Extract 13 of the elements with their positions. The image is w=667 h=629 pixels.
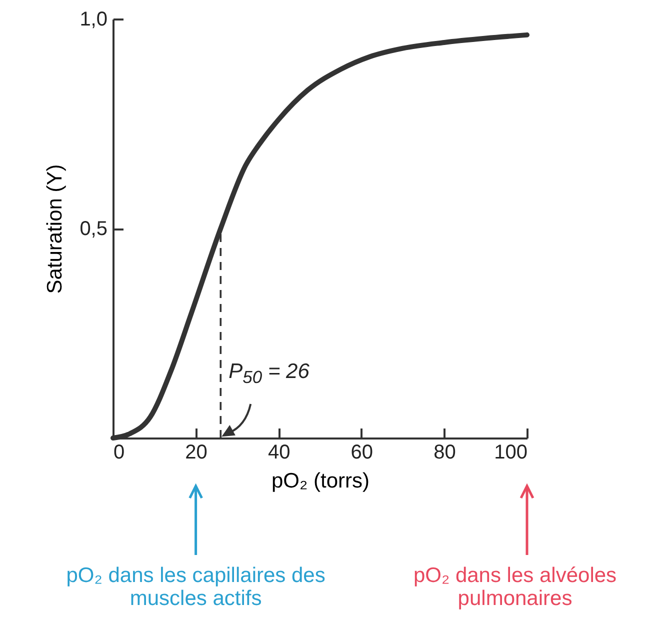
x-tick-label: 40: [268, 442, 290, 464]
y-axis-title: Saturation (Y): [44, 164, 67, 294]
x-axis-title: pO₂ (torrs): [272, 470, 370, 492]
x-tick-label: 60: [350, 442, 374, 464]
x-tick-label: 0: [114, 442, 125, 464]
annotation: P$_{50}$ = 26: [228, 360, 310, 388]
x-tick-label: 80: [434, 442, 456, 464]
x-tick-label: 100: [494, 442, 528, 464]
y-tick-label: 1,0: [80, 8, 108, 30]
x-tick-label: 20: [185, 442, 208, 464]
text: pO₂ dans les capillaires des muscles actifs: [65, 564, 326, 610]
text: pO₂ dans les alvéoles pulmonaires: [412, 564, 618, 610]
y-tick-label: 0,5: [80, 218, 108, 240]
